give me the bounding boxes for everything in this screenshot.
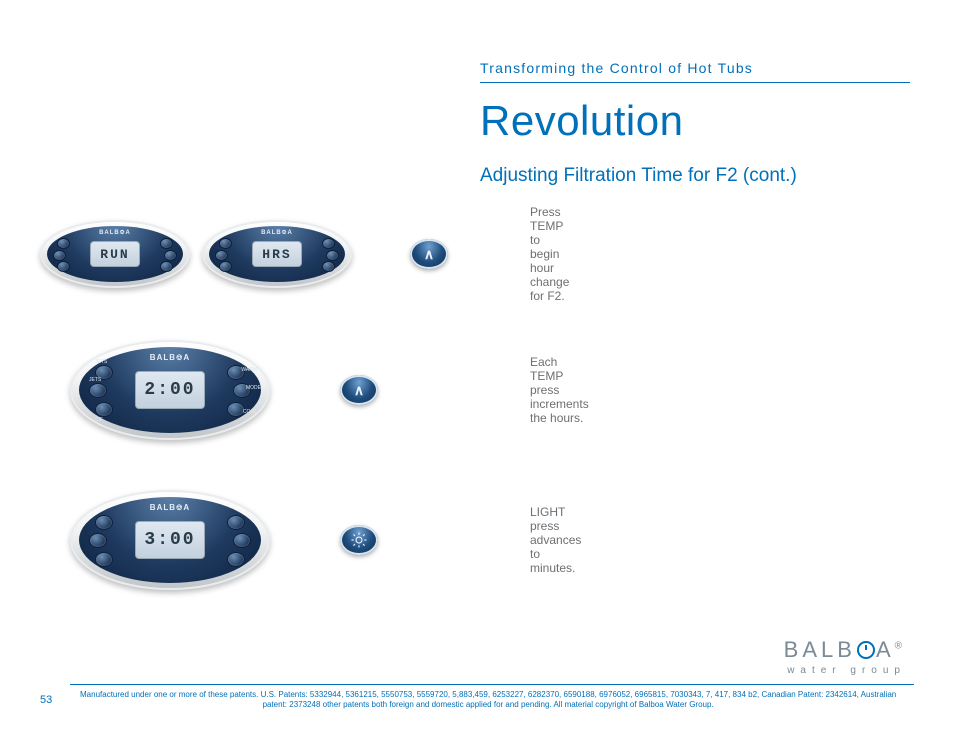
panel-button[interactable] [160, 261, 173, 272]
row-1: BALB⎊A RUN BALB⎊A HRS [40, 220, 448, 288]
row-2: BALB⎊A 2:00 JETS JETS C/F WARM MODE COOL… [40, 340, 378, 440]
panel-face: BALB⎊A 3:00 [79, 497, 261, 583]
panel-button[interactable] [227, 515, 245, 530]
panel-button[interactable] [95, 552, 113, 567]
panel-button[interactable] [160, 238, 173, 249]
panel-button[interactable] [219, 261, 232, 272]
panel-button[interactable] [233, 533, 251, 548]
panel-button[interactable] [89, 533, 107, 548]
panel-button[interactable] [322, 261, 335, 272]
button-label: JETS [95, 359, 107, 365]
row-3: BALB⎊A 3:00 LIGHT press adv [40, 490, 378, 590]
panel-button[interactable] [95, 515, 113, 530]
panel-button[interactable] [89, 383, 107, 398]
lcd-display: HRS [252, 241, 302, 267]
step-text: Each TEMP press increments the hours. [530, 355, 589, 425]
temp-up-button[interactable]: ∧ [340, 375, 378, 405]
panel-button[interactable] [326, 250, 339, 261]
step-text: LIGHT press advances to minutes. [530, 505, 581, 575]
temp-up-button[interactable]: ∧ [410, 239, 448, 269]
panel-brand: BALB⎊A [261, 230, 293, 237]
chevron-up-icon: ∧ [424, 246, 434, 263]
button-label: JETS [89, 377, 101, 383]
control-panel-small-2: BALB⎊A HRS [202, 220, 352, 288]
panel-button[interactable] [57, 238, 70, 249]
panel-brand: BALB⎊A [150, 353, 190, 363]
control-panel-small-1: BALB⎊A RUN [40, 220, 190, 288]
patent-text: Manufactured under one or more of these … [62, 690, 914, 710]
panel-brand: BALB⎊A [150, 503, 190, 513]
button-label: WARM [241, 367, 257, 373]
panel-button[interactable] [95, 402, 113, 417]
panel-button[interactable] [322, 238, 335, 249]
chevron-up-icon: ∧ [354, 382, 364, 399]
button-label: COOL [243, 409, 257, 415]
logo-main: BALBA® [784, 637, 906, 663]
panel-brand: BALB⎊A [99, 230, 131, 237]
panel-button[interactable] [227, 552, 245, 567]
lcd-display: 2:00 [135, 371, 205, 409]
logo-sub: water group [784, 665, 906, 676]
panel-face: BALB⎊A RUN [47, 226, 183, 282]
header: Transforming the Control of Hot Tubs Rev… [480, 60, 914, 187]
logo-o-icon [857, 641, 875, 659]
sun-icon [350, 531, 368, 549]
panel-button[interactable] [57, 261, 70, 272]
page: Transforming the Control of Hot Tubs Rev… [0, 0, 954, 738]
page-title: Revolution [480, 97, 914, 145]
control-panel-large-2: BALB⎊A 3:00 [70, 490, 270, 590]
step-text: Press TEMP to begin hour change for F2. [530, 205, 569, 303]
panel-button[interactable] [53, 250, 66, 261]
lcd-display: RUN [90, 241, 140, 267]
panel-face: BALB⎊A 2:00 JETS JETS C/F WARM MODE COOL [79, 347, 261, 433]
button-label: C/F [95, 417, 103, 423]
light-button[interactable] [340, 525, 378, 555]
lcd-display: 3:00 [135, 521, 205, 559]
page-number: 53 [40, 694, 52, 706]
tagline: Transforming the Control of Hot Tubs [480, 60, 914, 76]
brand-logo: BALBA® water group [784, 637, 906, 676]
panel-face: BALB⎊A HRS [209, 226, 345, 282]
subtitle: Adjusting Filtration Time for F2 (cont.) [480, 165, 914, 187]
header-rule [480, 82, 910, 83]
panel-button[interactable] [215, 250, 228, 261]
button-label: MODE [246, 385, 261, 391]
panel-button[interactable] [164, 250, 177, 261]
footer: 53 Manufactured under one or more of the… [40, 690, 914, 710]
panel-button[interactable] [219, 238, 232, 249]
footer-rule [70, 684, 914, 685]
control-panel-large-1: BALB⎊A 2:00 JETS JETS C/F WARM MODE COOL [70, 340, 270, 440]
